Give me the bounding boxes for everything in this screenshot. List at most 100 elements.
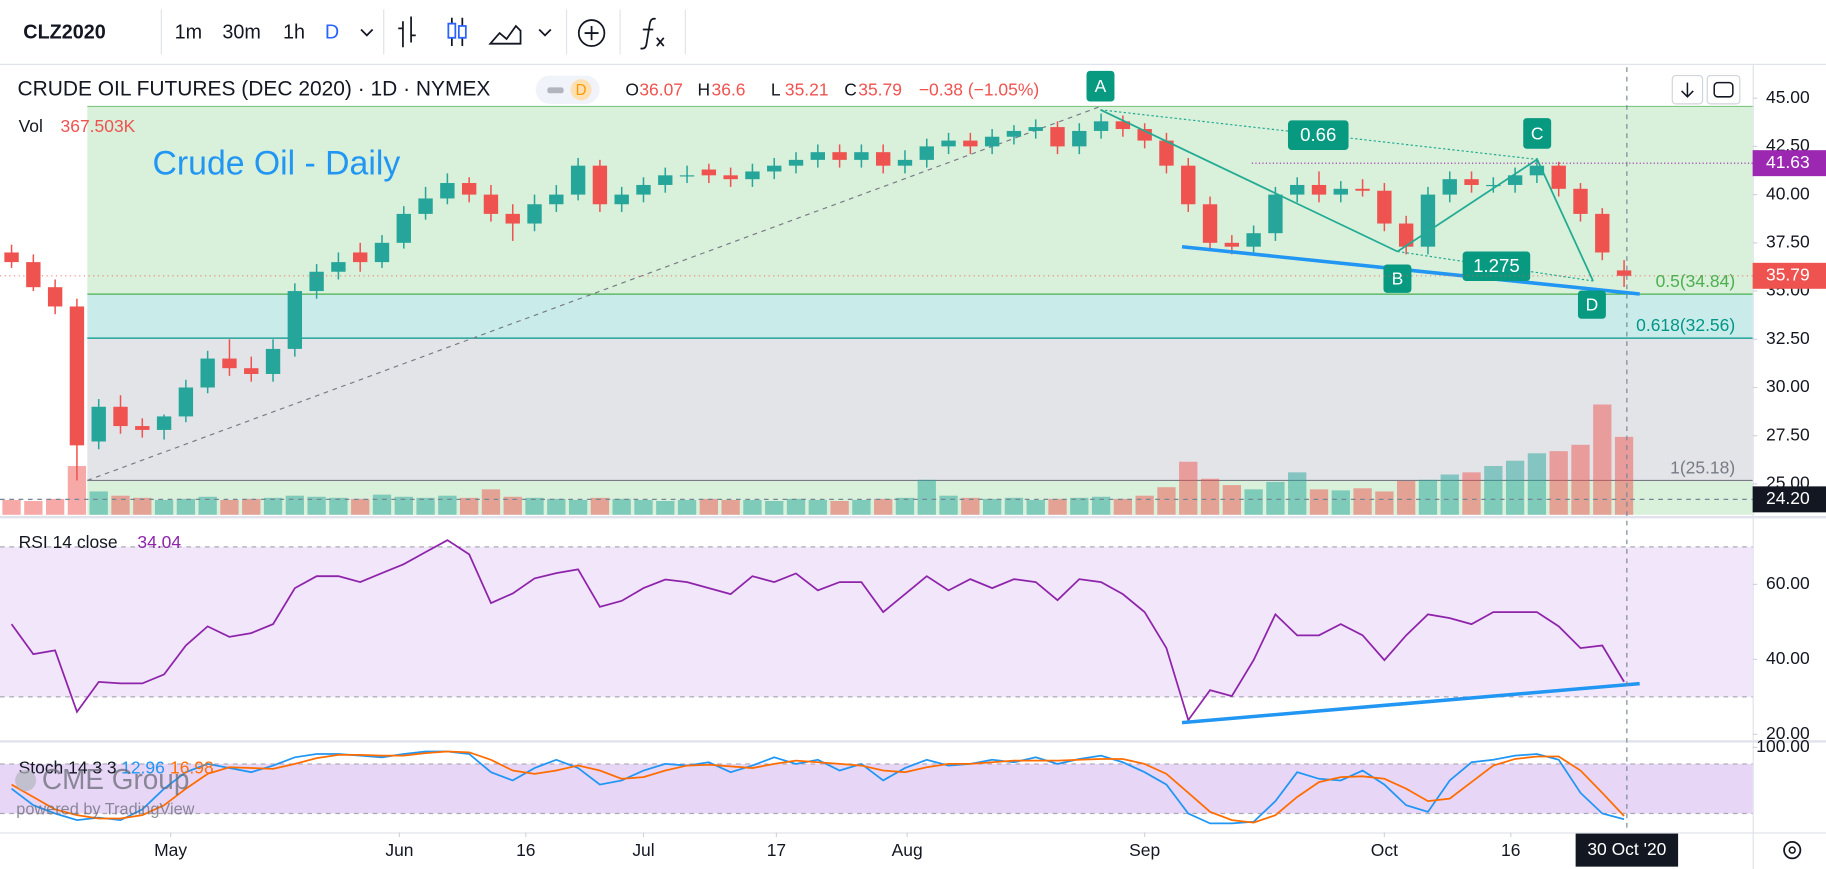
- volume-bar: [1527, 453, 1547, 515]
- interval[interactable]: 1m: [175, 21, 202, 43]
- candle-body: [440, 183, 455, 199]
- pattern-line: [1396, 158, 1538, 253]
- pattern-label: C: [1531, 123, 1544, 143]
- candle-body: [309, 271, 324, 292]
- candle-body: [1159, 140, 1174, 166]
- y-tick-label: 30.00: [1766, 376, 1810, 396]
- candle-body: [1115, 121, 1131, 130]
- volume-bar: [1462, 472, 1481, 515]
- volume-bar: [808, 499, 827, 515]
- volume-bar: [1614, 436, 1634, 515]
- candle-body: [658, 175, 673, 185]
- indicators-icon[interactable]: [640, 17, 665, 50]
- volume-bar: [263, 497, 283, 515]
- candle-body: [1202, 204, 1218, 243]
- candle-body: [1616, 270, 1632, 276]
- candle-body: [810, 152, 825, 160]
- level-tag: [1752, 150, 1826, 177]
- pattern-badge: [1086, 70, 1115, 102]
- candle-body: [91, 406, 106, 442]
- volume-label: Vol: [19, 116, 43, 136]
- candle-body: [26, 262, 41, 288]
- scroll-icon[interactable]: [1681, 82, 1694, 98]
- fullscreen-button[interactable]: [1706, 74, 1741, 105]
- fib-label: 0.618(32.56): [1636, 315, 1735, 335]
- volume-bar: [67, 466, 87, 515]
- candle-body: [1398, 223, 1414, 247]
- compare-icon[interactable]: [584, 25, 599, 41]
- candles-icon[interactable]: [447, 22, 457, 39]
- fib-trend: [87, 105, 1101, 482]
- x-tick-label: Jun: [385, 840, 413, 860]
- volume-bar: [982, 498, 1002, 515]
- volume-bar: [699, 498, 719, 515]
- volume-bar: [1505, 460, 1525, 515]
- interval-active[interactable]: D: [325, 21, 339, 43]
- ratio-label: 0.66: [1300, 124, 1336, 145]
- candle-body: [222, 358, 237, 369]
- candle-body: [1529, 165, 1545, 176]
- candle-body: [570, 165, 586, 195]
- fib-zone: [87, 338, 1753, 481]
- volume-bar: [481, 489, 501, 515]
- volume-bar: [1135, 495, 1154, 515]
- pattern-label: D: [1586, 294, 1599, 314]
- candle-body: [592, 165, 608, 205]
- volume-bar: [874, 498, 893, 515]
- volume-bar: [2, 499, 21, 515]
- volume-bar: [568, 499, 588, 515]
- pattern-badge: [1383, 264, 1412, 293]
- volume-bar: [154, 499, 174, 515]
- candle-body: [396, 213, 411, 243]
- volume-bar: [1549, 451, 1568, 515]
- ohlc-value: 35.21: [785, 79, 829, 99]
- pattern-label: A: [1095, 76, 1107, 96]
- volume-bar: [634, 499, 653, 515]
- interval-menu[interactable]: [360, 28, 374, 37]
- volume-bar: [1484, 466, 1503, 515]
- x-tick-label: 17: [767, 840, 786, 860]
- y-tick-label: 100.00: [1756, 736, 1810, 756]
- y-tick-label: 32.50: [1766, 328, 1810, 348]
- volume-bar: [1288, 472, 1307, 515]
- volume-bar: [895, 497, 915, 515]
- compare-icon[interactable]: [577, 19, 606, 47]
- x-tick-label: Oct: [1371, 840, 1398, 860]
- candle-body: [636, 184, 651, 195]
- volume-bar: [1331, 490, 1350, 515]
- ratio-label: 1.275: [1473, 255, 1520, 276]
- candle-body: [941, 140, 956, 147]
- candle-body: [69, 306, 85, 446]
- badge-dot: [547, 87, 564, 94]
- candle-body: [1028, 127, 1043, 131]
- volume-bar: [1113, 498, 1133, 515]
- bars-icon[interactable]: [398, 16, 416, 48]
- settings-icon[interactable]: [1783, 840, 1802, 860]
- chart-type-menu[interactable]: [538, 28, 552, 37]
- candles-icon[interactable]: [457, 25, 467, 39]
- candle-body: [1486, 184, 1501, 187]
- candle-body: [1181, 165, 1196, 205]
- overlay: A B C D 0.66 1.275: [0, 67, 1753, 833]
- candle-body: [374, 242, 390, 263]
- settings-icon[interactable]: [1788, 846, 1796, 854]
- candle-body: [679, 175, 695, 177]
- interval[interactable]: 30m: [222, 21, 260, 43]
- volume-bar: [220, 499, 239, 515]
- ohlc-letter: O: [625, 79, 639, 99]
- volume-bar: [133, 497, 152, 515]
- volume-bar: [1070, 497, 1089, 515]
- x-tick-label: 16: [1501, 840, 1520, 860]
- candle-body: [701, 169, 717, 176]
- fullscreen-icon[interactable]: [1713, 81, 1734, 98]
- watermark-logo: [15, 769, 37, 792]
- volume-bar: [438, 495, 457, 515]
- interval[interactable]: 1h: [283, 21, 305, 43]
- area-icon[interactable]: [488, 24, 522, 45]
- candle-body: [483, 194, 499, 214]
- symbol[interactable]: CLZ2020: [23, 21, 105, 43]
- candle-body: [723, 175, 738, 180]
- crosshair-price-label: 24.20: [1766, 488, 1810, 508]
- candle-body: [1137, 129, 1152, 141]
- candle-body: [418, 198, 433, 214]
